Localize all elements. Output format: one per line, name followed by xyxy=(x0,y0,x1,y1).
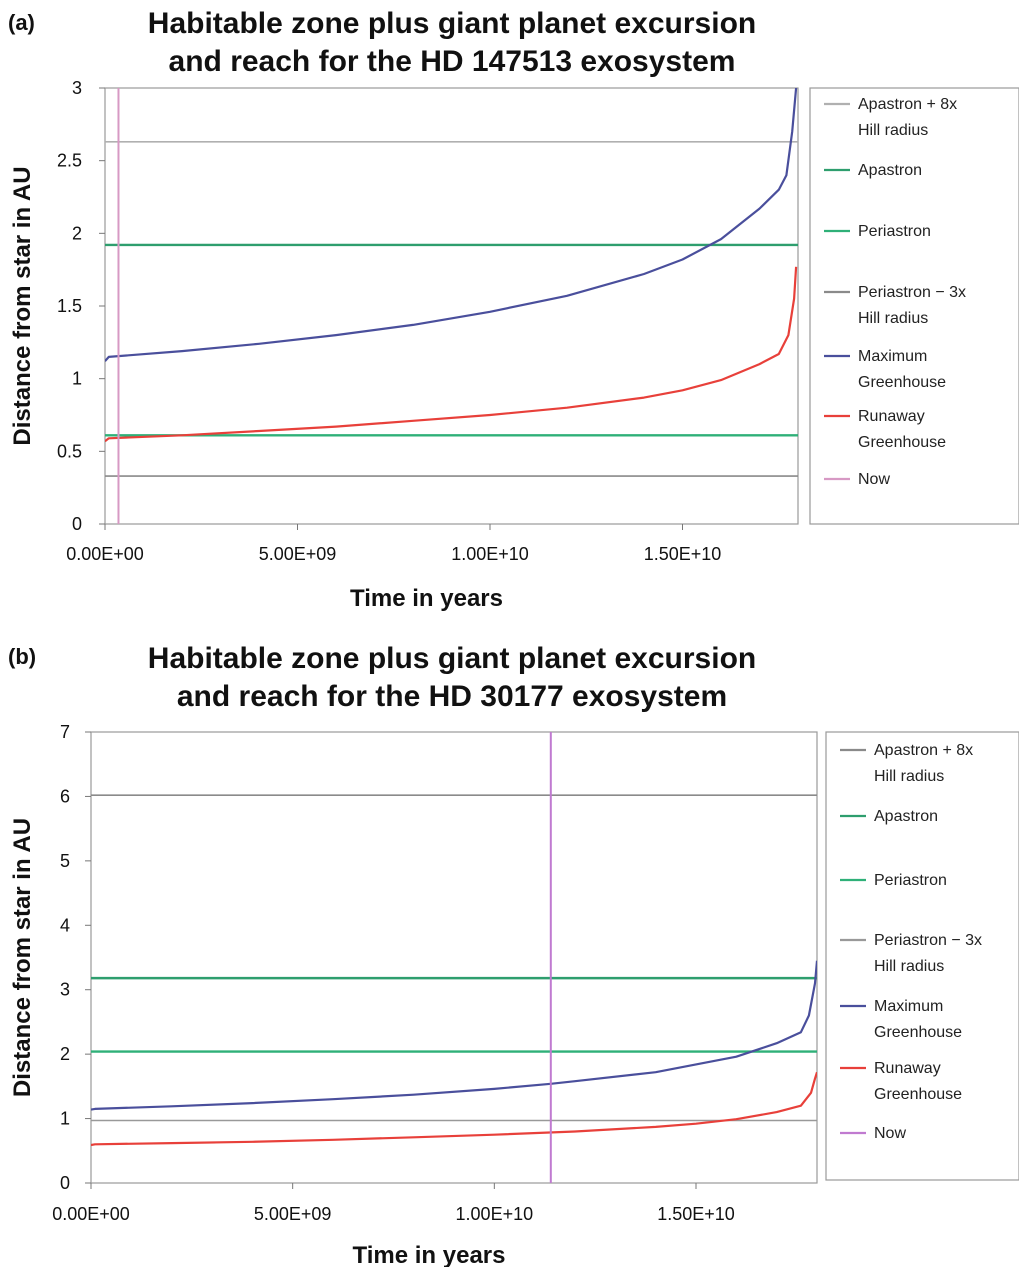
legend-label: Hill radius xyxy=(858,310,928,327)
x-tick-label: 0.00E+00 xyxy=(66,544,144,564)
legend: Apastron + 8x Hill radius Apastron Periastr… xyxy=(825,731,1019,1181)
legend-label: Hill radius xyxy=(874,958,944,975)
legend-label: Apastron xyxy=(874,808,938,825)
y-tick-label: 2.5 xyxy=(57,151,82,171)
legend-item-maximum-greenhouse: Maximum Greenhouse xyxy=(824,348,946,391)
legend-label: Hill radius xyxy=(874,768,944,785)
y-tick-label: 0 xyxy=(72,514,82,534)
y-tick-label: 7 xyxy=(60,722,70,742)
y-tick-label: 2 xyxy=(72,223,82,243)
y-tick-label: 4 xyxy=(60,915,70,935)
legend-label: Now xyxy=(858,471,890,488)
x-tick-label: 0.00E+00 xyxy=(52,1204,130,1224)
legend-item-runaway-greenhouse: Runaway Greenhouse xyxy=(824,408,946,451)
plot-area xyxy=(104,87,799,525)
legend-item-periastron-3x-hill-radius: Periastron − 3x Hill radius xyxy=(840,932,982,975)
chart-panel-a: (a) Habitable zone plus giant planet excu… xyxy=(8,7,1019,612)
x-tick-label: 5.00E+09 xyxy=(254,1204,332,1224)
chart-title: and reach for the HD 147513 exosystem xyxy=(169,45,736,78)
x-tick-label: 1.00E+10 xyxy=(456,1204,534,1224)
series-maximum-greenhouse-curve xyxy=(105,88,798,362)
legend-label: Maximum xyxy=(874,998,943,1015)
legend-label: Apastron + 8x xyxy=(858,96,957,113)
legend-label: Periastron − 3x xyxy=(858,284,966,301)
y-tick-label: 0 xyxy=(60,1173,70,1193)
legend-item-apastron: Apastron xyxy=(840,808,938,825)
legend-label: Periastron xyxy=(858,223,931,240)
y-axis-title: Distance from star in AU xyxy=(9,166,36,445)
legend-item-now: Now xyxy=(840,1125,906,1142)
legend-item-apastron-8x-hill-radius: Apastron + 8x Hill radius xyxy=(840,742,973,785)
legend-label: Periastron xyxy=(874,872,947,889)
legend-item-apastron: Apastron xyxy=(824,162,922,179)
legend-box xyxy=(809,87,1019,525)
panel-label: (b) xyxy=(8,644,36,669)
y-tick-label: 3 xyxy=(72,78,82,98)
legend-item-periastron-3x-hill-radius: Periastron − 3x Hill radius xyxy=(824,284,966,327)
x-axis-title: Time in years xyxy=(353,1242,506,1267)
x-tick-label: 5.00E+09 xyxy=(259,544,337,564)
legend: Apastron + 8x Hill radius Apastron Periastr… xyxy=(809,87,1019,525)
legend-box xyxy=(825,731,1019,1181)
legend-label: Apastron + 8x xyxy=(874,742,973,759)
y-tick-label: 6 xyxy=(60,786,70,806)
legend-label: Greenhouse xyxy=(874,1086,962,1103)
legend-label: Now xyxy=(874,1125,906,1142)
y-axis-title: Distance from star in AU xyxy=(9,818,36,1097)
chart-title: Habitable zone plus giant planet excursi… xyxy=(148,642,756,675)
panel-label: (a) xyxy=(8,10,35,35)
series-group xyxy=(105,88,798,524)
y-tick-label: 0.5 xyxy=(57,441,82,461)
chart-title: Habitable zone plus giant planet excursi… xyxy=(148,7,756,40)
legend-label: Periastron − 3x xyxy=(874,932,982,949)
legend-item-apastron-8x-hill-radius: Apastron + 8x Hill radius xyxy=(824,96,957,139)
plot-area xyxy=(90,731,818,1184)
legend-item-now: Now xyxy=(824,471,890,488)
chart-panel-b: (b) Habitable zone plus giant planet excu… xyxy=(8,642,1019,1267)
series-maximum-greenhouse-curve xyxy=(91,960,817,1111)
legend-label: Runaway xyxy=(874,1060,941,1077)
x-tick-label: 1.00E+10 xyxy=(451,544,529,564)
y-tick-label: 1 xyxy=(72,369,82,389)
series-runaway-greenhouse-curve xyxy=(91,1071,817,1147)
y-tick-label: 5 xyxy=(60,851,70,871)
legend-label: Apastron xyxy=(858,162,922,179)
x-tick-label: 1.50E+10 xyxy=(644,544,722,564)
x-tick-label: 1.50E+10 xyxy=(657,1204,735,1224)
y-tick-label: 1 xyxy=(60,1109,70,1129)
y-tick-label: 2 xyxy=(60,1044,70,1064)
legend-label: Hill radius xyxy=(858,122,928,139)
series-group xyxy=(91,732,817,1183)
y-tick-label: 3 xyxy=(60,980,70,1000)
y-tick-label: 1.5 xyxy=(57,296,82,316)
legend-label: Maximum xyxy=(858,348,927,365)
legend-label: Greenhouse xyxy=(874,1024,962,1041)
series-runaway-greenhouse-curve xyxy=(105,266,798,443)
legend-label: Greenhouse xyxy=(858,434,946,451)
legend-item-maximum-greenhouse: Maximum Greenhouse xyxy=(840,998,962,1041)
legend-item-periastron: Periastron xyxy=(840,872,947,889)
x-axis-title: Time in years xyxy=(350,585,503,612)
chart-title: and reach for the HD 30177 exosystem xyxy=(177,680,727,713)
legend-label: Runaway xyxy=(858,408,925,425)
legend-item-periastron: Periastron xyxy=(824,223,931,240)
legend-item-runaway-greenhouse: Runaway Greenhouse xyxy=(840,1060,962,1103)
legend-label: Greenhouse xyxy=(858,374,946,391)
